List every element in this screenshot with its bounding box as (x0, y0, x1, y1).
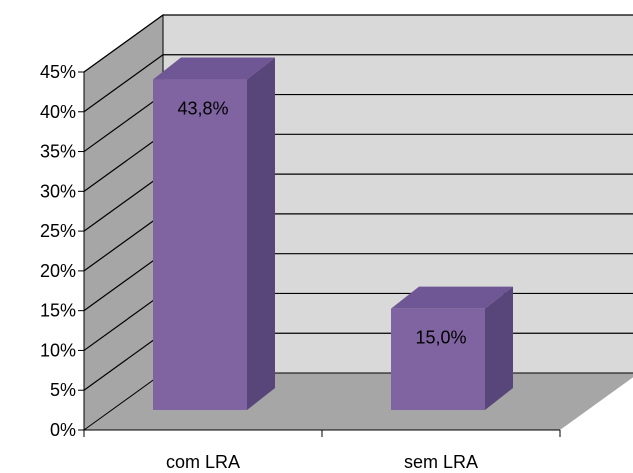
y-tick-label: 15% (40, 301, 76, 321)
y-tick-label: 0% (50, 420, 76, 440)
gridline-side (83, 332, 164, 391)
y-tick-label: 45% (40, 62, 76, 82)
bar-top (391, 286, 513, 309)
bar-side (485, 286, 513, 410)
gridline-side (83, 54, 164, 113)
y-tick-label: 10% (40, 340, 76, 360)
gridline-side (83, 94, 164, 153)
bar-side (247, 57, 275, 411)
y-tick-label: 40% (40, 102, 76, 122)
gridline-side (83, 133, 164, 192)
gridline-side (83, 253, 164, 312)
axes: 0% 5% 10% 15% 20% 25% 30% 35% 40% 45% (40, 62, 561, 440)
y-tick-label: 25% (40, 221, 76, 241)
category-label: com LRA (166, 452, 240, 472)
y-tick-label: 20% (40, 261, 76, 281)
bar-front (153, 79, 247, 411)
category-label: sem LRA (404, 452, 478, 472)
y-tick-label: 35% (40, 142, 76, 162)
y-tick-label: 30% (40, 181, 76, 201)
gridline-side (83, 213, 164, 272)
bar-top (153, 57, 275, 80)
chart-walls (83, 14, 633, 431)
gridline-side (83, 292, 164, 351)
bars (153, 57, 513, 411)
data-label: 43,8% (177, 99, 228, 119)
bar-1 (391, 286, 513, 410)
y-tick-label: 5% (50, 380, 76, 400)
labels: 43,8% com LRA 15,0% sem LRA (166, 99, 478, 472)
gridline-side (83, 173, 164, 232)
bar-0 (153, 57, 275, 411)
gridline-side (83, 14, 164, 73)
data-label: 15,0% (415, 328, 466, 348)
bar-front (391, 308, 485, 410)
